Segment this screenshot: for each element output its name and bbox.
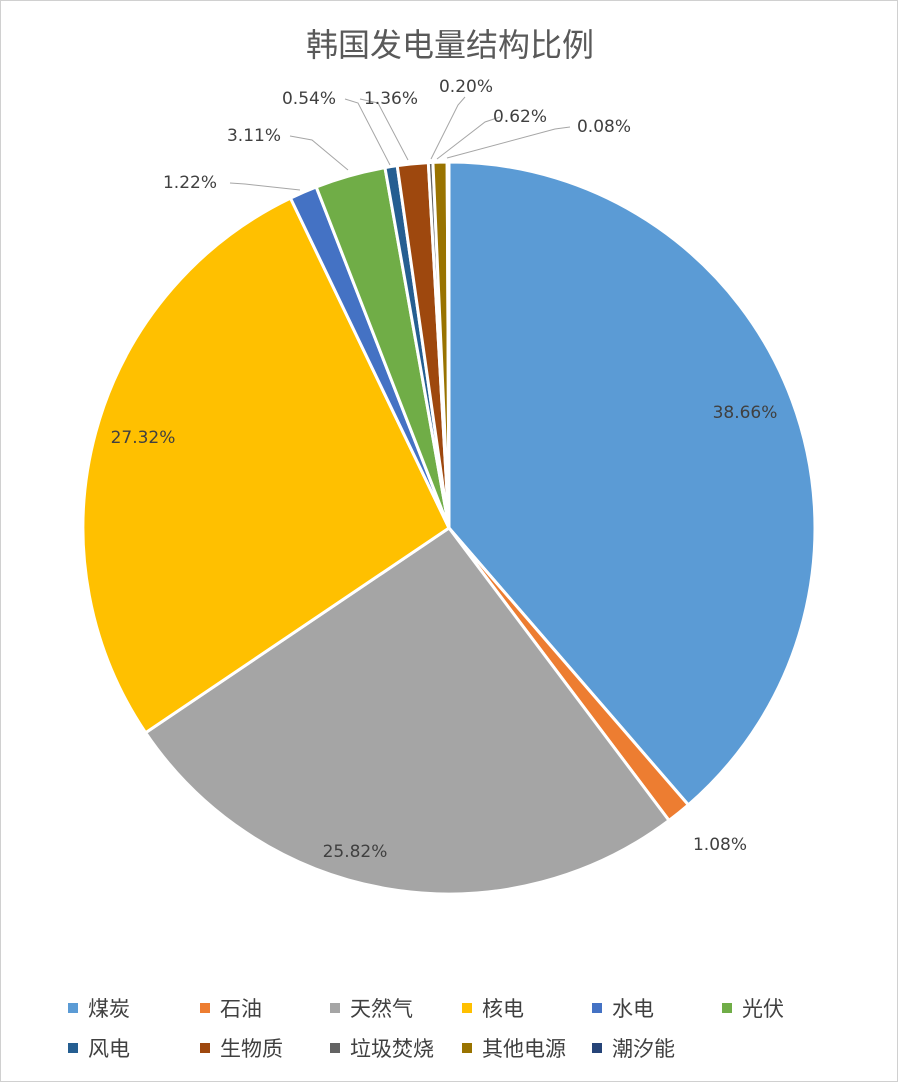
data-label-8: 0.20% bbox=[439, 77, 493, 97]
legend-label-8: 垃圾焚烧 bbox=[350, 1037, 434, 1061]
legend-item-1: 石油 bbox=[200, 993, 262, 1023]
legend-item-4: 水电 bbox=[592, 993, 654, 1023]
legend-item-6: 风电 bbox=[68, 1033, 130, 1063]
legend-item-0: 煤炭 bbox=[68, 993, 130, 1023]
legend-swatch-9 bbox=[462, 1043, 472, 1053]
leader-line-5 bbox=[289, 135, 349, 171]
legend-swatch-3 bbox=[462, 1003, 472, 1013]
pie-slice-2 bbox=[143, 525, 672, 896]
legend-swatch-8 bbox=[330, 1043, 340, 1053]
pie-slice-0 bbox=[447, 160, 817, 808]
data-label-4: 1.22% bbox=[163, 173, 217, 193]
legend-swatch-1 bbox=[200, 1003, 210, 1013]
legend-label-2: 天然气 bbox=[350, 997, 413, 1021]
legend-swatch-5 bbox=[722, 1003, 732, 1013]
legend-item-2: 天然气 bbox=[330, 993, 413, 1023]
data-label-2: 25.82% bbox=[323, 842, 388, 862]
leader-line-4 bbox=[229, 182, 301, 191]
legend-item-9: 其他电源 bbox=[462, 1033, 566, 1063]
data-label-1: 1.08% bbox=[693, 835, 747, 855]
legend-item-10: 潮汐能 bbox=[592, 1033, 675, 1063]
pie-slice-3 bbox=[81, 196, 451, 735]
leader-line-10 bbox=[446, 126, 571, 159]
legend-item-8: 垃圾焚烧 bbox=[330, 1033, 434, 1063]
legend-label-4: 水电 bbox=[612, 997, 654, 1021]
legend-swatch-2 bbox=[330, 1003, 340, 1013]
data-label-6: 0.54% bbox=[282, 89, 336, 109]
legend-swatch-0 bbox=[68, 1003, 78, 1013]
data-label-0: 38.66% bbox=[713, 403, 778, 423]
legend-swatch-6 bbox=[68, 1043, 78, 1053]
legend-label-1: 石油 bbox=[220, 997, 262, 1021]
legend-label-10: 潮汐能 bbox=[612, 1037, 675, 1061]
leader-line-8 bbox=[430, 96, 466, 160]
data-label-10: 0.08% bbox=[577, 117, 631, 137]
data-label-7: 1.36% bbox=[364, 89, 418, 109]
legend-label-9: 其他电源 bbox=[482, 1037, 566, 1061]
legend-label-3: 核电 bbox=[482, 997, 524, 1021]
legend-item-7: 生物质 bbox=[200, 1033, 283, 1063]
leader-line-9 bbox=[436, 116, 501, 160]
leader-line-7 bbox=[359, 98, 409, 161]
leader-line-6 bbox=[344, 98, 391, 166]
legend-item-5: 光伏 bbox=[722, 993, 784, 1023]
legend-item-3: 核电 bbox=[462, 993, 524, 1023]
data-label-9: 0.62% bbox=[493, 107, 547, 127]
legend-swatch-7 bbox=[200, 1043, 210, 1053]
legend-swatch-10 bbox=[592, 1043, 602, 1053]
pie-slice-10 bbox=[445, 160, 451, 529]
legend-label-7: 生物质 bbox=[220, 1037, 283, 1061]
legend-label-0: 煤炭 bbox=[88, 997, 130, 1021]
legend-swatch-4 bbox=[592, 1003, 602, 1013]
legend-label-6: 风电 bbox=[88, 1037, 130, 1061]
legend-label-5: 光伏 bbox=[742, 997, 784, 1021]
data-label-5: 3.11% bbox=[227, 126, 281, 146]
data-label-3: 27.32% bbox=[111, 428, 176, 448]
chart-title: 韩国发电量结构比例 bbox=[305, 26, 594, 64]
